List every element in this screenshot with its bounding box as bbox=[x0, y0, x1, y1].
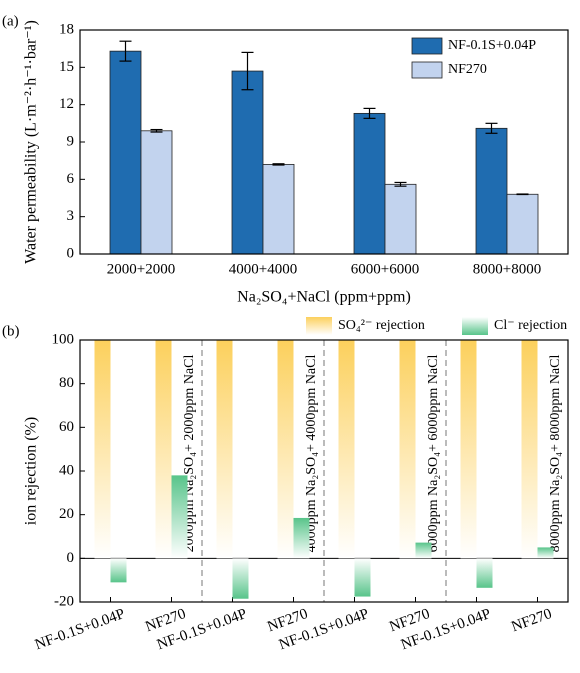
legend-swatch bbox=[306, 317, 332, 335]
bar bbox=[110, 558, 127, 583]
bar bbox=[384, 183, 417, 255]
y-tick-label: 20 bbox=[59, 506, 74, 522]
x-tick-label: 4000+4000 bbox=[229, 261, 297, 277]
y-axis-label: ion rejection (%) bbox=[23, 417, 40, 525]
error-bar bbox=[363, 107, 376, 119]
error-bar bbox=[394, 181, 407, 187]
group-label: 8000ppm Na₂SO₄+ 8000ppm NaCl bbox=[548, 355, 563, 553]
group-label: 4000ppm Na₂SO₄+ 4000ppm NaCl bbox=[304, 355, 319, 553]
error-bar bbox=[150, 128, 163, 133]
y-tick-label: 15 bbox=[59, 59, 74, 75]
x-tick-label: NF-0.1S+0.04P bbox=[33, 606, 127, 653]
bar bbox=[277, 340, 294, 559]
y-tick-label: 0 bbox=[67, 245, 75, 261]
bar bbox=[216, 340, 233, 559]
error-bar bbox=[272, 163, 285, 166]
y-tick-label: 40 bbox=[59, 462, 74, 478]
y-axis-label: Water permeability (L·m⁻²·h⁻¹·bar⁻¹) bbox=[23, 20, 40, 264]
bar bbox=[231, 70, 264, 255]
plot-frame bbox=[79, 29, 569, 255]
y-tick-label: -20 bbox=[54, 593, 74, 609]
legend-label: SO₄²⁻ rejection bbox=[338, 318, 425, 333]
bar bbox=[338, 340, 355, 559]
y-tick-label: 6 bbox=[67, 171, 75, 187]
error-bar bbox=[241, 51, 254, 91]
y-tick-label: 9 bbox=[67, 133, 75, 149]
x-tick-label: NF270 bbox=[509, 606, 554, 635]
bar bbox=[293, 517, 310, 559]
y-tick-label: 12 bbox=[59, 96, 74, 112]
group-label: 6000ppm Na₂SO₄+ 6000ppm NaCl bbox=[426, 355, 441, 553]
y-tick-label: 18 bbox=[59, 21, 74, 37]
y-tick-label: 3 bbox=[67, 208, 75, 224]
bar bbox=[353, 112, 386, 255]
bar bbox=[109, 50, 142, 255]
y-tick-label: 60 bbox=[59, 419, 74, 435]
bar bbox=[415, 542, 432, 559]
y-tick-label: 0 bbox=[67, 550, 75, 566]
bar bbox=[354, 558, 371, 597]
y-tick-label: 100 bbox=[52, 331, 75, 347]
x-axis-label: Na₂SO₄+NaCl (ppm+ppm) bbox=[237, 289, 411, 306]
bar bbox=[140, 130, 173, 255]
legend-label: Cl⁻ rejection bbox=[494, 318, 567, 333]
legend-label: NF270 bbox=[448, 62, 487, 77]
error-bar bbox=[119, 40, 132, 62]
bar bbox=[155, 340, 172, 559]
panel-label: (a) bbox=[2, 13, 19, 29]
panel-label: (b) bbox=[2, 323, 20, 339]
x-tick-label: 8000+8000 bbox=[473, 261, 541, 277]
bar bbox=[476, 558, 493, 588]
bar bbox=[399, 340, 416, 559]
legend-swatch bbox=[411, 61, 443, 79]
legend-swatch bbox=[411, 37, 443, 55]
error-bar bbox=[485, 122, 498, 134]
bar bbox=[475, 127, 508, 255]
legend-swatch bbox=[462, 317, 488, 335]
bar bbox=[537, 547, 554, 559]
legend-label: NF-0.1S+0.04P bbox=[448, 38, 536, 53]
x-tick-label: 6000+6000 bbox=[351, 261, 419, 277]
bar bbox=[232, 558, 249, 599]
plot-frame bbox=[79, 339, 569, 603]
bar bbox=[94, 340, 111, 559]
bar bbox=[262, 163, 295, 255]
bar bbox=[460, 340, 477, 559]
x-tick-label: 2000+2000 bbox=[107, 261, 175, 277]
bar bbox=[506, 193, 539, 255]
bar bbox=[171, 475, 188, 559]
y-tick-label: 80 bbox=[59, 375, 74, 391]
bar bbox=[521, 340, 538, 559]
